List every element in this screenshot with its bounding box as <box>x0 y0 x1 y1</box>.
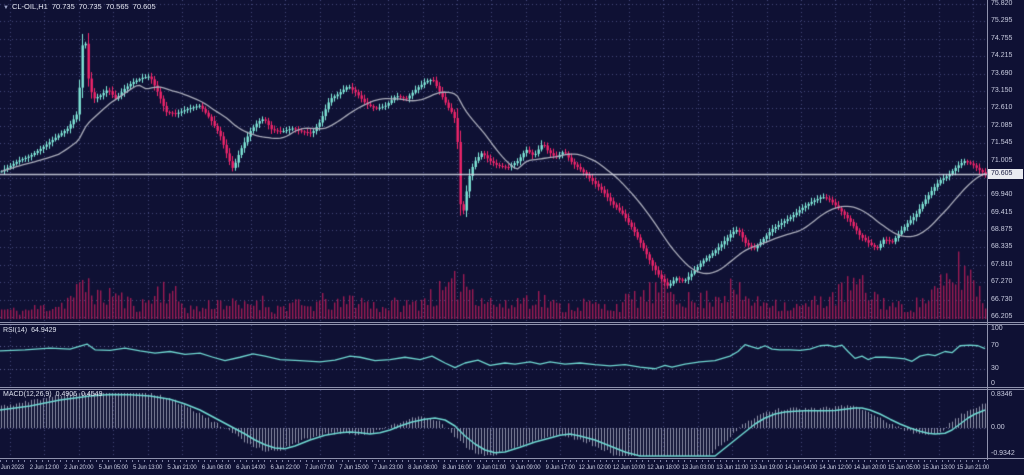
price-axis-label: 73.690 <box>991 69 1013 77</box>
price-axis-label: 69.415 <box>991 208 1013 216</box>
time-axis-label: 9 Jun 09:00 <box>511 465 541 471</box>
time-axis-label: 9 Jun 01:00 <box>476 465 507 471</box>
time-axis-label: 15 Jun 21:00 <box>956 465 990 471</box>
macd-main-value: 0.4906 <box>55 391 78 398</box>
time-axis-label: 7 Jun 15:00 <box>339 465 369 471</box>
time-axis-label: 12 Jun 18:00 <box>647 465 680 471</box>
open-value: 70.735 <box>51 2 75 11</box>
time-axis-label: 2 Jun 2023 <box>0 465 24 471</box>
price-axis-label: 68.335 <box>991 243 1013 251</box>
time-axis-label: 12 Jun 02:00 <box>578 465 611 471</box>
macd-chart-canvas[interactable] <box>0 390 987 458</box>
axis-divider <box>987 0 988 461</box>
time-axis-label: 8 Jun 16:00 <box>442 465 472 471</box>
time-axis-label: 14 Jun 20:00 <box>853 465 886 471</box>
rsi-axis-label: 70 <box>991 341 999 349</box>
time-axis-label: 5 Jun 05:00 <box>98 465 128 471</box>
time-axis-label: 12 Jun 10:00 <box>612 465 646 471</box>
time-axis-label: 9 Jun 17:00 <box>545 465 575 471</box>
price-axis-label: 67.270 <box>991 278 1013 286</box>
time-axis-label: 14 Jun 04:00 <box>784 465 818 471</box>
price-axis-label: 66.730 <box>991 295 1013 303</box>
pane-separator[interactable] <box>0 322 1024 325</box>
rsi-axis-label: 0 <box>991 380 995 387</box>
high-value: 70.735 <box>78 2 102 11</box>
rsi-name: RSI(14) <box>3 327 28 334</box>
price-axis-label: 71.545 <box>991 139 1013 147</box>
time-axis-label: 5 Jun 13:00 <box>132 465 163 471</box>
time-axis-label: 6 Jun 22:00 <box>270 465 300 471</box>
price-axis-label: 71.005 <box>991 156 1013 164</box>
rsi-axis-label: 30 <box>991 364 999 372</box>
macd-indicator-label: MACD(12,26,9) 0.4906 0.4549 <box>3 391 106 398</box>
price-axis-label: 75.295 <box>991 17 1013 25</box>
time-axis-label: 8 Jun 08:00 <box>408 465 438 471</box>
price-axis-label: 67.810 <box>991 260 1013 268</box>
time-axis[interactable]: 2 Jun 2023 2 Jun 12:00 2 Jun 20:00 5 Jun 05… <box>0 460 1024 475</box>
rsi-axis-label: 100 <box>991 324 1003 332</box>
rsi-chart-canvas[interactable] <box>0 325 987 387</box>
chart-title: ▼ CL-OIL,H1 70.735 70.735 70.565 70.605 <box>3 2 156 11</box>
time-axis-label: 13 Jun 11:00 <box>716 465 749 471</box>
macd-axis-label: 0.8346 <box>991 391 1013 398</box>
price-axis-label: 68.875 <box>991 226 1013 234</box>
time-axis-label: 7 Jun 07:00 <box>304 465 335 471</box>
candlestick-chart-canvas[interactable] <box>0 0 987 322</box>
time-axis-label: 6 Jun 06:00 <box>201 465 231 471</box>
price-axis-label: 74.215 <box>991 52 1013 60</box>
time-axis-label: 2 Jun 12:00 <box>29 465 59 471</box>
price-axis-label: 74.755 <box>991 34 1013 42</box>
price-axis-label: 73.150 <box>991 86 1013 94</box>
low-value: 70.565 <box>105 2 129 11</box>
price-axis-label: 66.205 <box>991 313 1013 321</box>
time-axis-label: 2 Jun 20:00 <box>64 465 94 471</box>
price-axis-label: 75.820 <box>991 0 1013 7</box>
time-axis-label: 5 Jun 21:00 <box>167 465 197 471</box>
symbol-timeframe-label: CL-OIL,H1 <box>11 2 48 11</box>
close-value: 70.605 <box>132 2 156 11</box>
time-axis-label: 15 Jun 13:00 <box>922 465 955 471</box>
price-axis-label: 72.085 <box>991 121 1013 129</box>
time-axis-label: 14 Jun 12:00 <box>819 465 852 471</box>
rsi-value: 64.9429 <box>31 327 57 334</box>
time-axis-label: 13 Jun 03:00 <box>681 465 714 471</box>
time-axis-label: 13 Jun 19:00 <box>750 465 783 471</box>
pane-separator[interactable] <box>0 387 1024 390</box>
time-axis-label: 6 Jun 14:00 <box>236 465 266 471</box>
macd-axis-label: 0.00 <box>991 424 1005 431</box>
price-axis-label: 72.610 <box>991 104 1013 112</box>
time-axis-label: 15 Jun 05:00 <box>887 465 921 471</box>
macd-signal-value: 0.4549 <box>81 391 103 398</box>
macd-axis-label: -0.9342 <box>991 450 1015 457</box>
current-price-tag: 70.605 <box>988 168 1023 179</box>
rsi-indicator-label: RSI(14) 64.9429 <box>3 327 60 334</box>
price-axis-label: 69.940 <box>991 191 1013 199</box>
collapse-arrow-icon[interactable]: ▼ <box>3 5 9 11</box>
time-axis-label: 7 Jun 23:00 <box>373 465 403 471</box>
macd-name: MACD(12,26,9) <box>3 391 52 398</box>
